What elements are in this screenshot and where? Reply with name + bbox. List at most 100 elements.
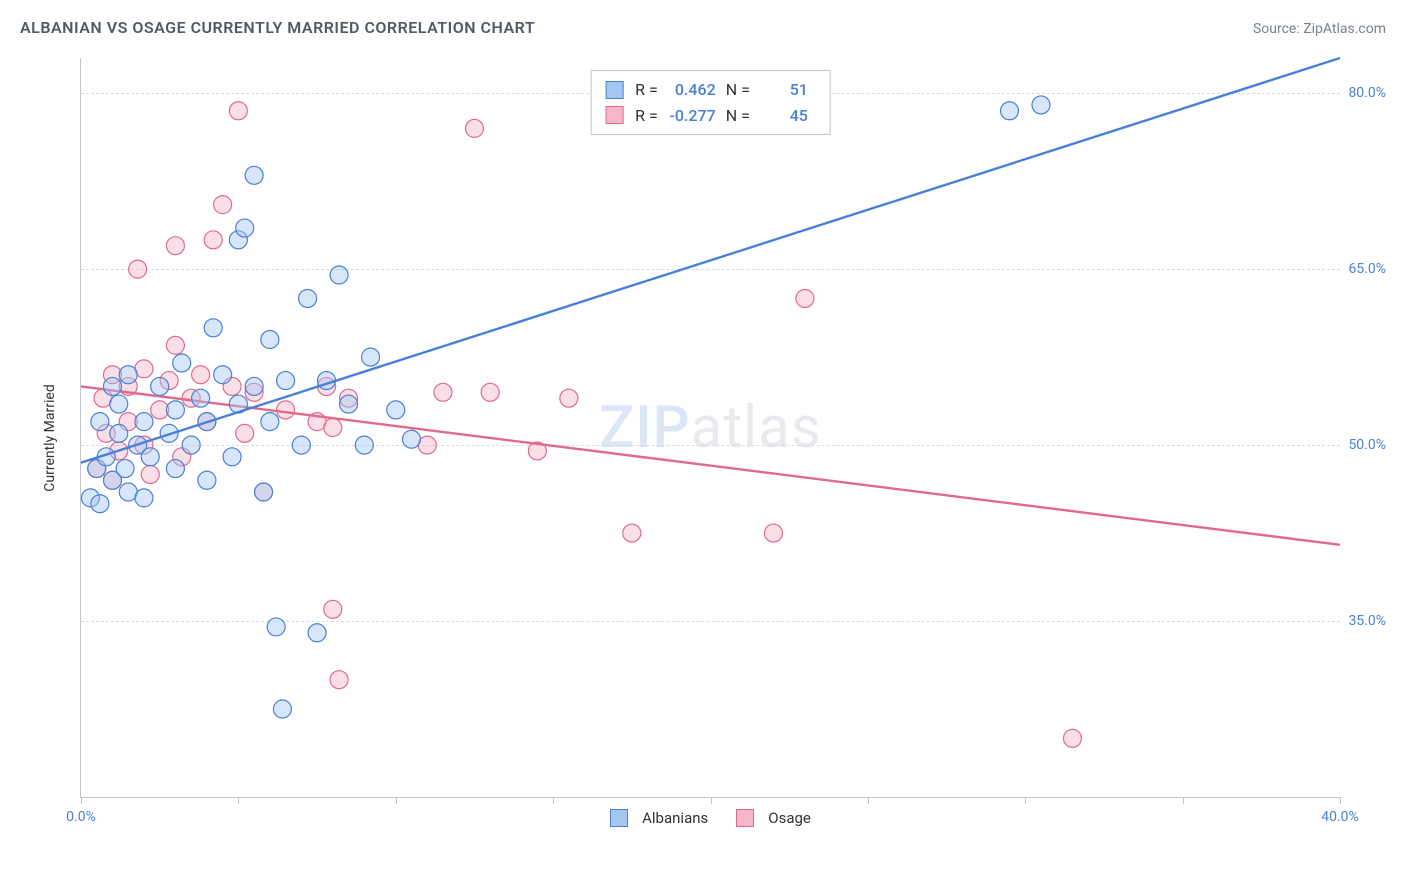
data-point <box>204 319 222 337</box>
stats-r-value-osage: -0.277 <box>664 103 720 129</box>
source-name: ZipAtlas.com <box>1303 21 1386 37</box>
osage-color-chip-icon <box>605 106 623 124</box>
data-point <box>91 413 109 431</box>
data-point <box>292 436 310 454</box>
data-point <box>1063 729 1081 747</box>
data-point <box>355 436 373 454</box>
data-point <box>308 624 326 642</box>
data-point <box>103 377 121 395</box>
data-point <box>166 401 184 419</box>
source-label: Source: ZipAtlas.com <box>1253 21 1386 37</box>
stats-n-value-albanians: 51 <box>756 77 812 103</box>
data-point <box>340 395 358 413</box>
data-point <box>362 348 380 366</box>
data-point <box>214 366 232 384</box>
stats-n-label: N = <box>726 103 750 129</box>
bottom-legend: Albanians Osage <box>81 809 1340 827</box>
data-point <box>402 430 420 448</box>
x-tick <box>81 797 82 804</box>
data-point <box>141 465 159 483</box>
stats-n-label: N = <box>726 77 750 103</box>
albanians-color-chip-icon <box>610 809 628 827</box>
x-tick <box>396 797 397 804</box>
data-point <box>182 436 200 454</box>
data-point <box>277 372 295 390</box>
data-point <box>173 354 191 372</box>
data-point <box>141 448 159 466</box>
y-tick-label: 80.0% <box>1348 85 1386 101</box>
data-point <box>135 489 153 507</box>
data-point <box>116 460 134 478</box>
data-point <box>129 260 147 278</box>
data-point <box>166 336 184 354</box>
trend-line <box>81 386 1340 544</box>
stats-r-label: R = <box>635 103 658 129</box>
data-point <box>166 237 184 255</box>
stats-n-value-osage: 45 <box>756 103 812 129</box>
y-tick-label: 35.0% <box>1348 613 1386 629</box>
y-tick-label: 65.0% <box>1348 261 1386 277</box>
data-point <box>236 424 254 442</box>
data-point <box>299 289 317 307</box>
data-point <box>166 460 184 478</box>
stats-r-value-albanians: 0.462 <box>664 77 720 103</box>
data-point <box>273 700 291 718</box>
x-tick <box>1025 797 1026 804</box>
y-tick-label: 50.0% <box>1348 437 1386 453</box>
source-prefix: Source: <box>1253 21 1303 37</box>
legend-item-osage: Osage <box>736 809 811 827</box>
page-title: ALBANIAN VS OSAGE CURRENTLY MARRIED CORR… <box>20 18 535 37</box>
data-point <box>245 166 263 184</box>
data-point <box>214 196 232 214</box>
stats-legend-box: R = 0.462 N = 51 R = -0.277 N = 45 <box>590 70 831 135</box>
legend-label-albanians: Albanians <box>642 809 708 827</box>
data-point <box>764 524 782 542</box>
data-point <box>245 377 263 395</box>
data-point <box>796 289 814 307</box>
data-point <box>151 377 169 395</box>
x-tick-label: 40.0% <box>1321 809 1359 825</box>
data-point <box>110 424 128 442</box>
data-point <box>204 231 222 249</box>
data-point <box>223 448 241 466</box>
data-point <box>1032 96 1050 114</box>
x-tick <box>1340 797 1341 804</box>
data-point <box>465 119 483 137</box>
data-point <box>434 383 452 401</box>
x-tick <box>553 797 554 804</box>
stats-row-osage: R = -0.277 N = 45 <box>605 103 812 129</box>
data-point <box>236 219 254 237</box>
data-point <box>330 266 348 284</box>
y-axis-title: Currently Married <box>42 384 58 491</box>
plot-area: ZIPatlas R = 0.462 N = 51 R = -0.277 N =… <box>80 58 1340 798</box>
data-point <box>110 395 128 413</box>
data-point <box>1001 102 1019 120</box>
data-point <box>119 366 137 384</box>
data-point <box>267 618 285 636</box>
data-point <box>324 419 342 437</box>
x-tick <box>1183 797 1184 804</box>
chart-container: Currently Married ZIPatlas R = 0.462 N =… <box>20 48 1386 828</box>
legend-label-osage: Osage <box>768 809 811 827</box>
data-point <box>91 495 109 513</box>
plot-svg <box>81 58 1340 797</box>
data-point <box>229 102 247 120</box>
x-tick <box>238 797 239 804</box>
stats-r-label: R = <box>635 77 658 103</box>
data-point <box>560 389 578 407</box>
data-point <box>387 401 405 419</box>
data-point <box>481 383 499 401</box>
osage-color-chip-icon <box>736 809 754 827</box>
x-tick-label: 0.0% <box>66 809 96 825</box>
data-point <box>324 600 342 618</box>
data-point <box>623 524 641 542</box>
data-point <box>261 331 279 349</box>
albanians-color-chip-icon <box>605 81 623 99</box>
data-point <box>192 366 210 384</box>
data-point <box>261 413 279 431</box>
data-point <box>277 401 295 419</box>
legend-item-albanians: Albanians <box>610 809 708 827</box>
x-tick <box>711 797 712 804</box>
data-point <box>330 671 348 689</box>
data-point <box>135 413 153 431</box>
